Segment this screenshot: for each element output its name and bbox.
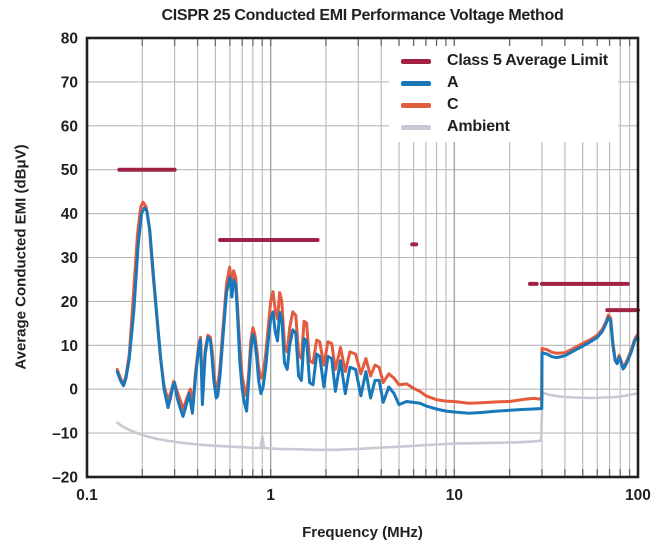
y-tick-label: 60 — [61, 118, 78, 135]
chart-title: CISPR 25 Conducted EMI Performance Volta… — [161, 7, 564, 24]
y-tick-label: 80 — [61, 31, 78, 48]
legend-swatch — [401, 80, 431, 86]
x-tick-label: 100 — [625, 487, 651, 504]
legend-item: C — [401, 94, 608, 116]
legend: Class 5 Average Limit A C Ambient — [389, 46, 618, 142]
legend-label: A — [447, 74, 459, 91]
y-tick-label: 50 — [61, 162, 78, 179]
y-tick-label: 70 — [61, 74, 78, 91]
y-tick-label: 40 — [61, 206, 78, 223]
y-tick-label: 20 — [61, 294, 78, 311]
legend-label: Ambient — [447, 118, 510, 135]
y-tick-label: 0 — [69, 382, 78, 399]
x-tick-label: 1 — [266, 487, 275, 504]
series-a-line — [115, 206, 640, 418]
x-axis-title: Frequency (MHz) — [302, 524, 423, 541]
y-tick-label: –20 — [52, 470, 78, 487]
y-axis-title: Average Conducted EMI (dBμV) — [12, 144, 30, 370]
plot-border — [85, 36, 640, 479]
legend-label: C — [447, 96, 459, 113]
y-tick-label: –10 — [52, 426, 78, 443]
y-tick-label: 10 — [61, 338, 78, 355]
legend-item: Class 5 Average Limit — [401, 50, 608, 72]
x-tick-label: 10 — [446, 487, 463, 504]
legend-item: A — [401, 72, 608, 94]
legend-swatch — [401, 124, 431, 130]
series-ambient-line — [115, 391, 640, 452]
x-tick-label: 0.1 — [76, 487, 98, 504]
legend-swatch — [401, 58, 431, 64]
legend-item: Ambient — [401, 116, 608, 138]
series-c-line — [115, 200, 640, 411]
y-tick-label: 30 — [61, 250, 78, 267]
legend-swatch — [401, 102, 431, 108]
legend-label: Class 5 Average Limit — [447, 52, 608, 69]
